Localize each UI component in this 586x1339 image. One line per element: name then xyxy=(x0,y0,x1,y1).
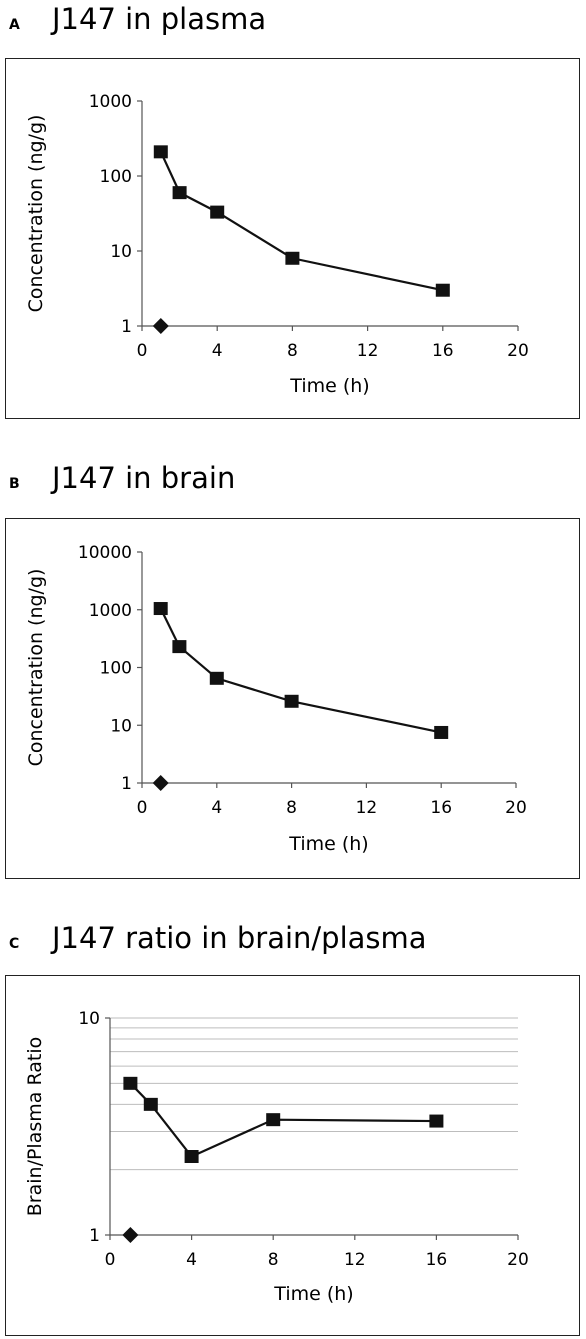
data-point-square xyxy=(184,1150,199,1164)
x-tick-label: 0 xyxy=(137,798,148,818)
series-line xyxy=(159,608,442,734)
x-tick-label: 20 xyxy=(507,341,529,361)
chart-frame-a xyxy=(5,58,580,419)
chart-frame-c xyxy=(5,975,580,1336)
x-tick-label: 16 xyxy=(430,798,452,818)
x-tick-label: 20 xyxy=(507,1250,529,1270)
x-tick-label: 8 xyxy=(286,798,297,818)
x-axis-label: Time (h) xyxy=(289,375,369,397)
data-point-square xyxy=(143,1097,158,1111)
y-tick-label: 10 xyxy=(78,1009,100,1029)
y-tick-label: 1 xyxy=(121,774,132,794)
chart-c: 1 10 0 4 8 12 16 20 Time (h) Brain/Plasma Ratio xyxy=(24,1009,529,1305)
data-point-diamond xyxy=(122,1227,139,1243)
x-tick-label: 4 xyxy=(212,341,223,361)
data-point-square xyxy=(429,1114,444,1128)
x-tick-label: 8 xyxy=(287,341,298,361)
x-axis-label: Time (h) xyxy=(288,833,368,855)
x-tick-label: 0 xyxy=(105,1250,116,1270)
y-tick-label: 1 xyxy=(121,317,132,337)
chart-b: 1 10 100 1000 10000 0 4 8 12 16 20 Time (h) Concentr… xyxy=(25,543,527,855)
data-point-square xyxy=(209,671,224,685)
series-line xyxy=(159,151,444,292)
panel-letter-a: A xyxy=(9,17,20,33)
y-tick-label: 100 xyxy=(100,659,132,679)
x-tick-label: 12 xyxy=(344,1250,366,1270)
data-point-square xyxy=(123,1076,138,1090)
x-tick-label: 8 xyxy=(268,1250,279,1270)
data-point-square xyxy=(153,602,168,616)
chart-frame-b xyxy=(5,518,580,879)
x-tick-label: 4 xyxy=(186,1250,197,1270)
panel-title-c: J147 ratio in brain/plasma xyxy=(52,921,427,955)
panel-letter-c: C xyxy=(9,936,20,952)
y-tick-label: 100 xyxy=(100,167,132,187)
data-point-square xyxy=(284,694,299,708)
data-point-square xyxy=(434,725,449,739)
data-point-square xyxy=(285,251,300,265)
x-tick-label: 16 xyxy=(426,1250,448,1270)
y-axis-label: Concentration (ng/g) xyxy=(25,115,47,313)
x-tick-label: 12 xyxy=(357,341,379,361)
x-axis-label: Time (h) xyxy=(273,1283,353,1305)
y-tick-label: 1 xyxy=(89,1226,100,1246)
y-tick-label: 1000 xyxy=(89,601,132,621)
x-tick-label: 16 xyxy=(432,341,454,361)
data-point-square xyxy=(435,283,450,297)
x-tick-label: 4 xyxy=(211,798,222,818)
data-point-square xyxy=(153,145,168,159)
data-point-square xyxy=(172,640,187,654)
data-point-square xyxy=(172,186,187,200)
panel-title-a: J147 in plasma xyxy=(52,2,267,36)
panel-title-b: J147 in brain xyxy=(52,461,236,495)
y-tick-label: 10000 xyxy=(78,543,132,563)
x-tick-label: 20 xyxy=(505,798,527,818)
data-point-diamond xyxy=(152,775,169,791)
data-point-square xyxy=(210,205,225,219)
y-axis-label: Concentration (ng/g) xyxy=(25,569,47,767)
panel-letter-b: B xyxy=(9,476,20,492)
data-point-diamond xyxy=(152,318,169,334)
y-tick-label: 10 xyxy=(110,716,132,736)
chart-a: 1 10 100 1000 0 4 8 12 16 20 Time (h) Concentration… xyxy=(25,92,529,397)
data-point-square xyxy=(266,1113,281,1127)
series-line xyxy=(129,1082,437,1158)
y-axis-label: Brain/Plasma Ratio xyxy=(24,1037,46,1216)
x-tick-label: 0 xyxy=(137,341,148,361)
y-tick-label: 10 xyxy=(110,242,132,262)
y-tick-label: 1000 xyxy=(89,92,132,112)
x-tick-label: 12 xyxy=(356,798,378,818)
